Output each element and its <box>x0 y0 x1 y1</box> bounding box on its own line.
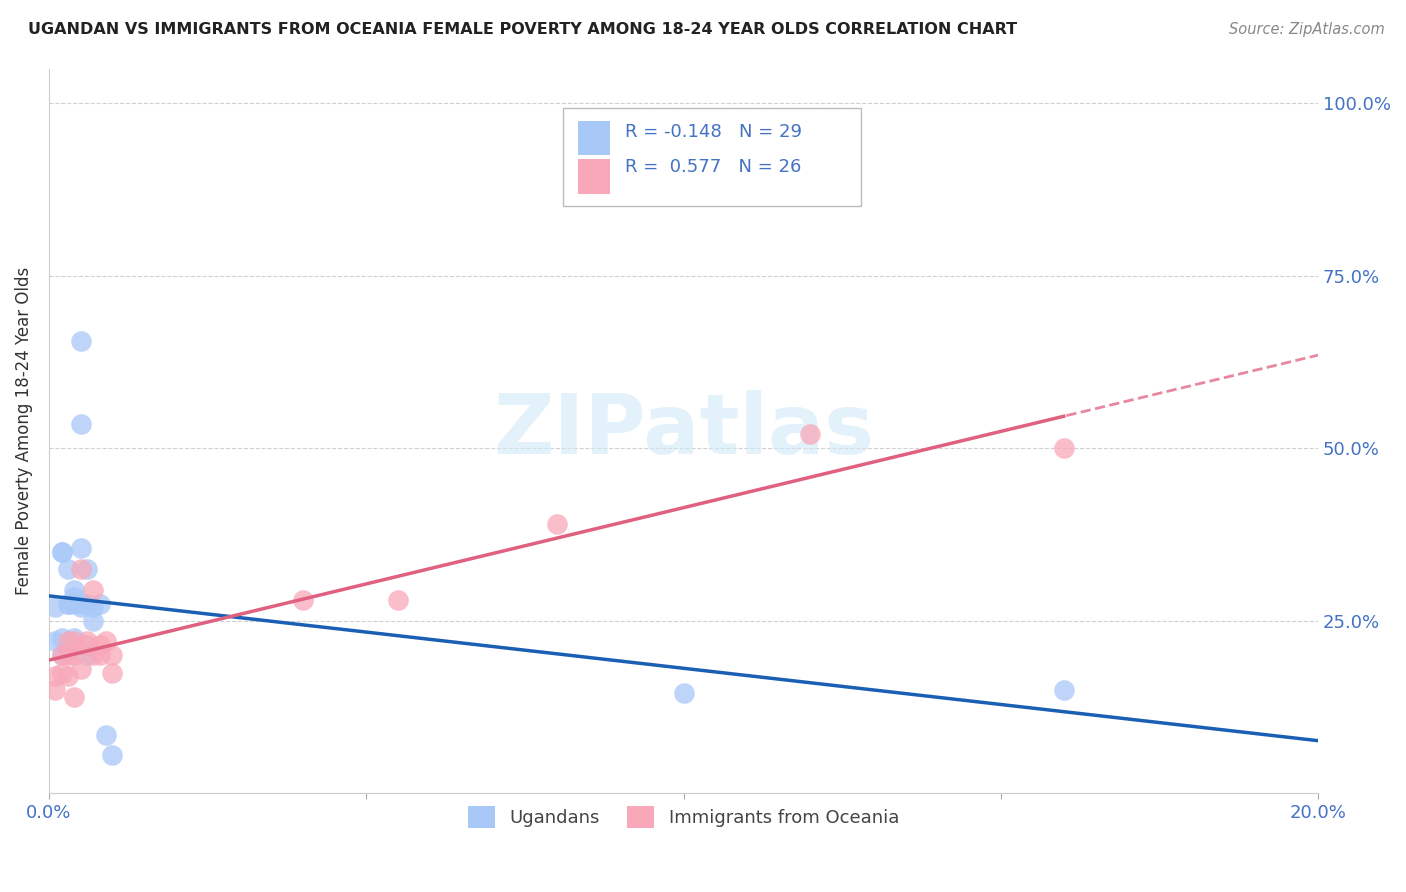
Point <box>69 562 91 576</box>
Point <box>69 334 91 349</box>
Point <box>89 648 111 663</box>
Point <box>69 597 91 611</box>
Point <box>44 669 66 683</box>
FancyBboxPatch shape <box>578 120 610 155</box>
Point <box>69 417 91 431</box>
Point <box>82 582 104 597</box>
Point <box>76 648 98 663</box>
Legend: Ugandans, Immigrants from Oceania: Ugandans, Immigrants from Oceania <box>461 798 907 835</box>
Point <box>44 682 66 697</box>
Point <box>63 631 86 645</box>
Point <box>51 648 73 663</box>
Point <box>94 634 117 648</box>
Point <box>56 634 79 648</box>
Point <box>56 648 79 663</box>
Text: R = -0.148   N = 29: R = -0.148 N = 29 <box>626 123 803 141</box>
Point <box>63 582 86 597</box>
Point <box>82 614 104 628</box>
Point <box>51 665 73 680</box>
Text: R =  0.577   N = 26: R = 0.577 N = 26 <box>626 158 801 176</box>
Point <box>82 599 104 614</box>
Point <box>56 562 79 576</box>
Point <box>1053 682 1076 697</box>
Point <box>76 634 98 648</box>
Point <box>51 648 73 663</box>
FancyBboxPatch shape <box>578 159 610 194</box>
Point <box>56 597 79 611</box>
Point <box>76 638 98 652</box>
Text: UGANDAN VS IMMIGRANTS FROM OCEANIA FEMALE POVERTY AMONG 18-24 YEAR OLDS CORRELAT: UGANDAN VS IMMIGRANTS FROM OCEANIA FEMAL… <box>28 22 1018 37</box>
Point <box>89 597 111 611</box>
Point <box>82 648 104 663</box>
Point <box>546 517 568 532</box>
Text: ZIPatlas: ZIPatlas <box>494 391 875 472</box>
Point <box>291 593 314 607</box>
Point <box>101 648 124 663</box>
Point <box>69 599 91 614</box>
Point <box>51 545 73 559</box>
Point <box>51 631 73 645</box>
Point <box>44 634 66 648</box>
Text: Source: ZipAtlas.com: Source: ZipAtlas.com <box>1229 22 1385 37</box>
Point <box>56 597 79 611</box>
Point <box>101 665 124 680</box>
Point <box>387 593 409 607</box>
Point <box>44 599 66 614</box>
Point <box>63 597 86 611</box>
Point <box>63 634 86 648</box>
Point <box>51 545 73 559</box>
Point <box>76 597 98 611</box>
Point <box>69 541 91 556</box>
Point <box>672 686 695 700</box>
Point <box>1053 441 1076 455</box>
Point <box>94 728 117 742</box>
FancyBboxPatch shape <box>562 109 862 206</box>
Point <box>101 748 124 763</box>
Point <box>63 590 86 604</box>
Point <box>63 690 86 704</box>
Point <box>56 669 79 683</box>
Point <box>56 645 79 659</box>
Point <box>799 427 821 442</box>
Point <box>63 648 86 663</box>
Point <box>89 638 111 652</box>
Y-axis label: Female Poverty Among 18-24 Year Olds: Female Poverty Among 18-24 Year Olds <box>15 267 32 595</box>
Point <box>69 662 91 676</box>
Point <box>76 562 98 576</box>
